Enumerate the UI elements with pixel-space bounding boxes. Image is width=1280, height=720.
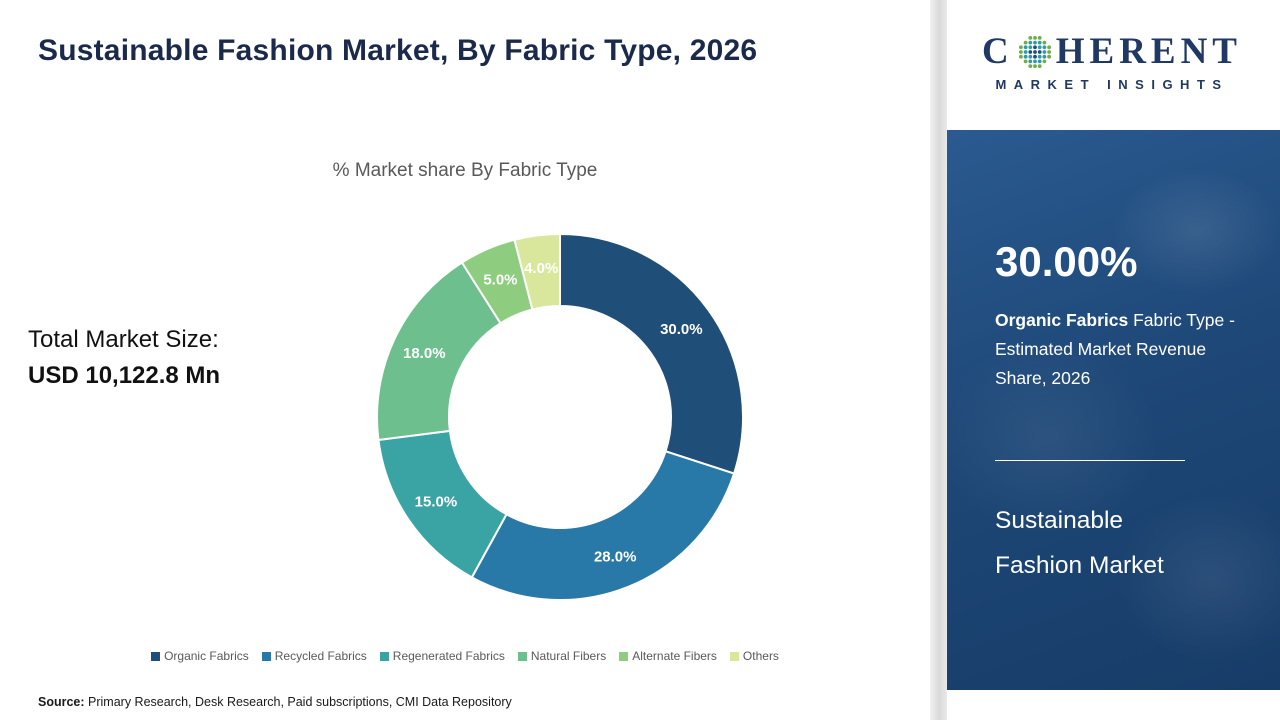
market-name-line1: Sustainable [995,507,1124,534]
legend-swatch-recycled-fabrics [261,651,271,661]
legend-swatch-organic-fabrics [151,651,161,661]
legend-label: Others [742,649,779,663]
legend-label: Alternate Fibers [632,649,717,663]
globe-dot [1018,54,1023,59]
legend-swatch-regenerated-fabrics [379,651,389,661]
legend-swatch-others [729,651,739,661]
legend-item-others: Others [729,649,779,663]
donut-slice-others [513,232,561,311]
globe-dot [1046,49,1051,54]
market-name-line2: Fashion Market [995,552,1164,579]
brand-logo-wordmark: C HERENT [962,30,1262,73]
legend-item-alternate-fibers: Alternate Fibers [619,649,717,663]
globe-dot [1032,63,1037,68]
source-label: Source: [38,695,85,709]
globe-dot [1042,44,1047,49]
legend-item-regenerated-fabrics: Regenerated Fabrics [379,649,505,663]
globe-dot [1028,44,1032,49]
legend-swatch-natural-fibers [517,651,527,661]
globe-dot [1042,59,1047,63]
globe-dot [1037,54,1042,59]
globe-dot [1037,35,1042,40]
highlight-panel: 30.00% Organic Fabrics Fabric Type - Est… [947,130,1280,690]
globe-dot [1028,49,1032,54]
total-market-size-label: Total Market Size: [28,326,219,353]
logo-text-c: C [982,31,1014,72]
globe-dot [1042,54,1047,59]
source-note: Source: Primary Research, Desk Research,… [38,695,512,709]
highlight-description-rest: Fabric Type - Estimated Market Revenue S… [995,310,1235,388]
globe-dot [1023,44,1028,49]
page-title: Sustainable Fashion Market, By Fabric Ty… [38,34,758,67]
chart-title: % Market share By Fabric Type [332,160,598,181]
total-market-size-block: Total Market Size: USD 10,122.8 Mn [28,326,220,390]
globe-dot [1018,49,1023,54]
slice-label-recycled-fabrics: 28.0% [594,548,637,565]
globe-dot [1046,44,1051,49]
highlight-stat: 30.00% [995,238,1138,285]
legend-label: Natural Fibers [530,649,607,663]
panel-divider-line [995,460,1185,461]
logo-text-herent: HERENT [1055,31,1242,72]
globe-dot [1042,49,1047,54]
globe-dots-icon [1018,35,1051,68]
globe-dot [1018,44,1023,49]
globe-dot [1028,59,1032,63]
total-market-size-value: USD 10,122.8 Mn [28,362,221,389]
globe-dot [1032,54,1037,59]
brand-logo: C HERENT MARKET INSIGHTS [962,30,1262,92]
slice-label-natural-fibers: 18.0% [403,345,446,362]
globe-dot [1028,40,1032,44]
vertical-divider [930,0,947,720]
slice-label-organic-fabrics: 30.0% [660,321,703,338]
globe-dot [1023,49,1028,54]
globe-dot [1028,35,1032,40]
brand-logo-subtitle: MARKET INSIGHTS [995,77,1229,92]
legend-label: Regenerated Fabrics [392,649,505,663]
globe-dot [1032,59,1037,63]
donut-chart: 30.0% 28.0% 15.0% 18.0% 5.0% 4.0% [376,232,744,601]
globe-dot [1023,40,1028,44]
slice-label-alternate-fibers: 5.0% [483,271,517,288]
highlight-description-bold: Organic Fabrics [995,310,1129,330]
globe-dot [1032,40,1037,44]
globe-dot [1046,54,1051,59]
source-text: Primary Research, Desk Research, Paid su… [84,695,512,709]
globe-dot [1037,40,1042,44]
slice-label-others: 4.0% [524,260,558,277]
chart-legend: Organic Fabrics Recycled Fabrics Regenerat… [0,649,930,663]
globe-dot [1023,59,1028,63]
globe-dot [1028,54,1032,59]
legend-item-organic-fabrics: Organic Fabrics [151,649,249,663]
globe-dot [1028,63,1032,68]
globe-dot [1032,49,1037,54]
donut-slice-recycled-fabrics [470,450,736,601]
globe-dot [1037,63,1042,68]
market-name: Sustainable Fashion Market [995,498,1164,588]
globe-dot [1037,44,1042,49]
legend-item-recycled-fabrics: Recycled Fabrics [261,649,367,663]
slice-label-regenerated-fabrics: 15.0% [415,493,458,510]
highlight-description: Organic Fabrics Fabric Type - Estimated … [995,306,1241,393]
globe-dot [1042,40,1047,44]
globe-dot [1032,44,1037,49]
legend-label: Recycled Fabrics [274,649,367,663]
globe-dot [1023,54,1028,59]
legend-label: Organic Fabrics [164,649,249,663]
globe-dot [1032,35,1037,40]
globe-dot [1037,49,1042,54]
globe-dot [1037,59,1042,63]
donut-slice-organic-fabrics [559,232,744,475]
legend-item-natural-fibers: Natural Fibers [517,649,607,663]
legend-swatch-alternate-fibers [619,651,629,661]
